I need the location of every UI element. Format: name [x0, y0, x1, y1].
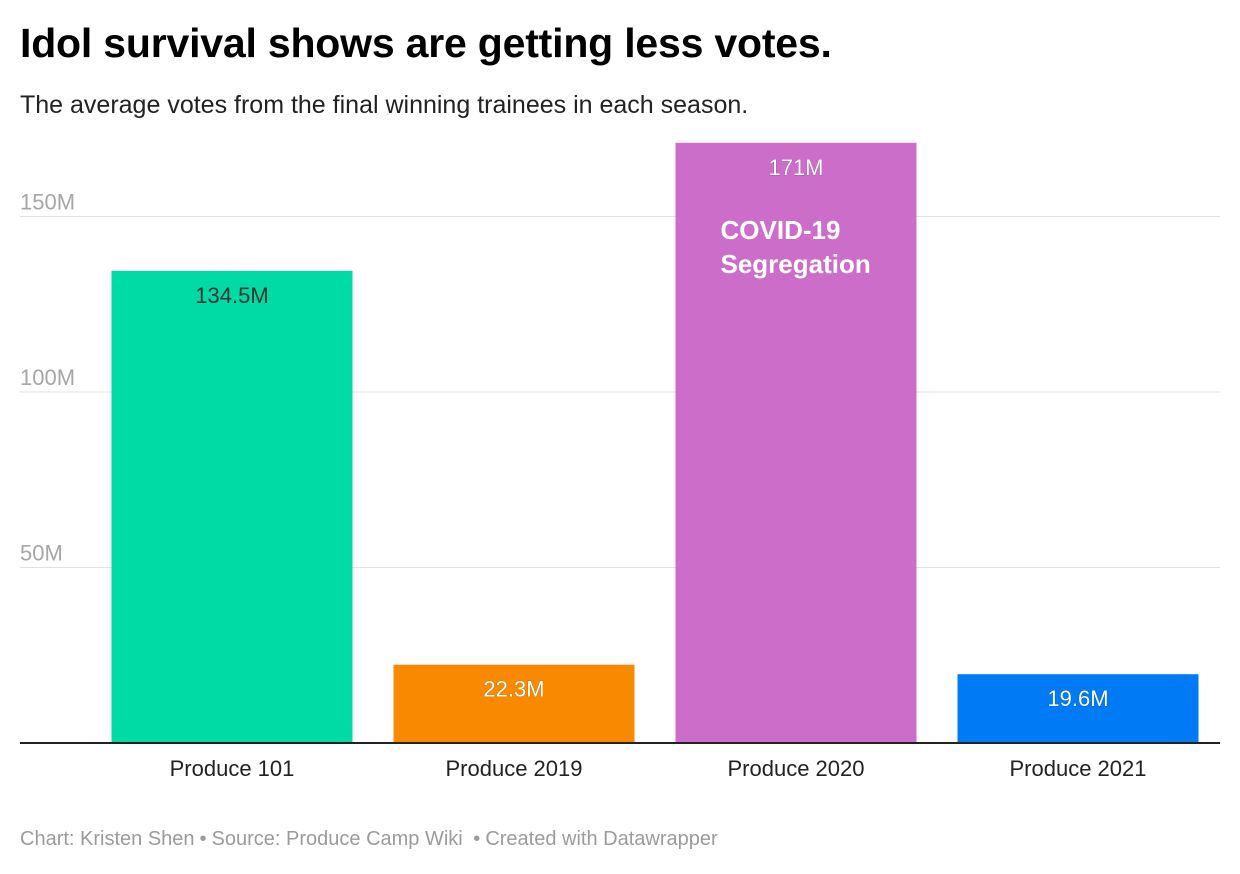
- annotation-text: Segregation: [721, 249, 871, 279]
- bar-value-label: 19.6M: [1047, 686, 1108, 711]
- bar-value-label: 171M: [768, 155, 823, 180]
- footer-credit: Chart: Kristen Shen: [20, 828, 195, 850]
- footer-datawrapper-link[interactable]: Created with Datawrapper: [485, 828, 718, 850]
- x-tick-label: Produce 2021: [1010, 756, 1147, 781]
- bar: [957, 674, 1199, 743]
- footer-source-link[interactable]: Source: Produce Camp Wiki: [211, 828, 463, 850]
- y-tick-label: 100M: [20, 365, 75, 390]
- bar-value-label: 22.3M: [483, 677, 544, 702]
- footer-separator: •: [467, 828, 481, 850]
- footer-separator: •: [199, 828, 207, 850]
- y-tick-label: 50M: [20, 541, 63, 566]
- bar: [393, 664, 635, 743]
- chart-subtitle: The average votes from the final winning…: [20, 91, 749, 119]
- chart-title: Idol survival shows are getting less vot…: [20, 20, 832, 66]
- x-tick-label: Produce 101: [170, 756, 295, 781]
- bar: [675, 142, 917, 744]
- annotation-text: COVID-19: [721, 215, 841, 245]
- bar: [111, 270, 353, 743]
- y-tick-label: 150M: [20, 190, 75, 215]
- x-tick-label: Produce 2020: [728, 756, 865, 781]
- bar-value-label: 134.5M: [195, 283, 268, 308]
- chart-footer: Chart: Kristen Shen • Source: Produce Camp…: [20, 828, 718, 851]
- x-tick-label: Produce 2019: [446, 756, 583, 781]
